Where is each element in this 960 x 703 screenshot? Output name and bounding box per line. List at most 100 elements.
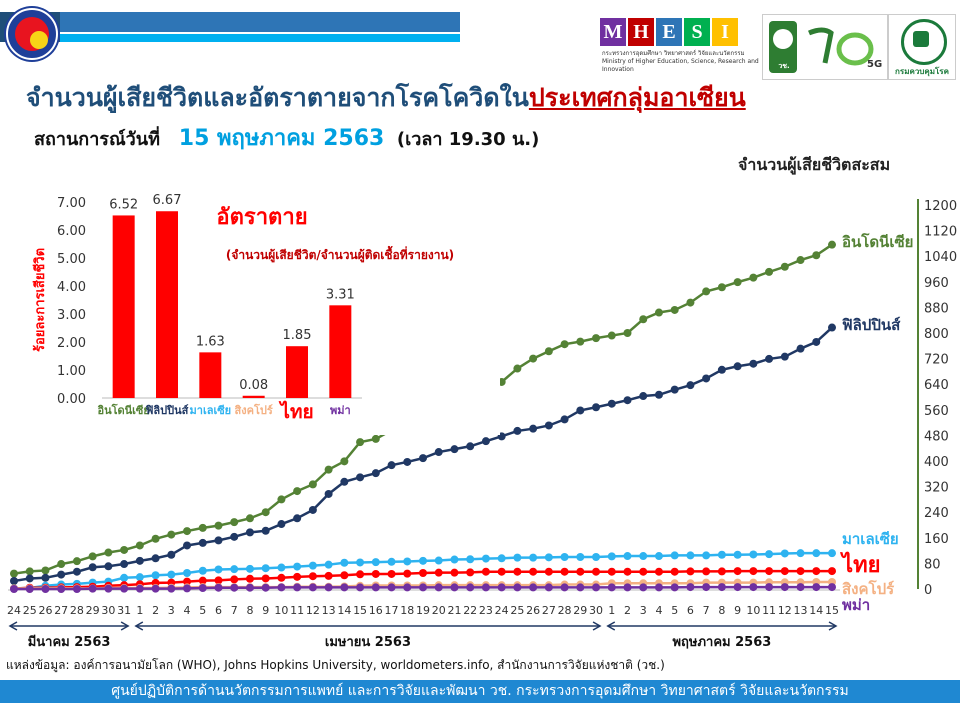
- series-point: [120, 584, 129, 593]
- y-tick-label: 960: [924, 276, 949, 291]
- mhesi-letter: S: [684, 18, 710, 46]
- series-point: [88, 563, 97, 572]
- series-point: [214, 536, 223, 545]
- month-label: พฤษภาคม 2563: [672, 635, 771, 650]
- series-point: [733, 362, 742, 371]
- x-tick-label: 1: [136, 604, 143, 617]
- x-tick-label: 2: [624, 604, 631, 617]
- x-tick-label: 18: [400, 604, 414, 617]
- series-point: [261, 574, 270, 583]
- series-point: [812, 337, 821, 346]
- series-point: [356, 583, 365, 592]
- nrct-logo: วช. NRCT 5G: [762, 14, 888, 80]
- x-tick-label: 27: [54, 604, 68, 617]
- page-title: จำนวนผู้เสียชีวิตและอัตราตายจากโรคโควิดใ…: [26, 78, 746, 118]
- series-point: [371, 558, 380, 567]
- x-tick-label: 24: [7, 604, 21, 617]
- bar: [242, 395, 265, 398]
- series-point: [167, 530, 176, 539]
- bar-y-tick-label: 4.00: [57, 280, 86, 295]
- x-tick-label: 12: [306, 604, 320, 617]
- series-point: [576, 406, 585, 415]
- x-tick-label: 26: [38, 604, 52, 617]
- series-point: [812, 567, 821, 576]
- series-point: [560, 583, 569, 592]
- page-subtitle: สถานการณ์วันที่ 15 พฤษภาคม 2563 (เวลา 19…: [34, 120, 539, 155]
- series-point: [434, 568, 443, 577]
- series-point: [72, 567, 81, 576]
- series-point: [183, 527, 192, 536]
- bar-category-label: อินโดนีเซีย: [97, 403, 150, 417]
- series-point: [308, 583, 317, 592]
- x-tick-label: 11: [762, 604, 776, 617]
- series-point: [25, 567, 34, 576]
- series-point: [104, 584, 113, 593]
- series-point: [592, 334, 601, 343]
- series-point: [765, 354, 774, 363]
- x-tick-label: 30: [589, 604, 603, 617]
- x-tick-label: 5: [671, 604, 678, 617]
- series-point: [639, 392, 648, 401]
- series-point: [654, 390, 663, 399]
- series-point: [607, 567, 616, 576]
- y-tick-label: 800: [924, 327, 949, 342]
- series-point: [277, 495, 286, 504]
- series-point: [120, 545, 129, 554]
- series-point: [293, 514, 302, 523]
- series-point: [780, 583, 789, 592]
- x-tick-label: 16: [369, 604, 383, 617]
- series-point: [686, 551, 695, 560]
- series-point: [104, 562, 113, 571]
- series-point: [717, 583, 726, 592]
- x-tick-label: 4: [184, 604, 191, 617]
- x-tick-label: 8: [246, 604, 253, 617]
- y-tick-label: 320: [924, 481, 949, 496]
- y-tick-label: 0: [924, 583, 932, 598]
- series-point: [230, 518, 239, 527]
- series-label: ไทย: [840, 551, 880, 578]
- series-point: [371, 583, 380, 592]
- series-point: [167, 550, 176, 559]
- series-point: [466, 583, 475, 592]
- series-point: [450, 583, 459, 592]
- series-point: [749, 567, 758, 576]
- month-arrow-left: [134, 621, 144, 631]
- series-point: [120, 560, 129, 569]
- series-point: [529, 424, 538, 433]
- series-point: [277, 520, 286, 529]
- series-point: [544, 583, 553, 592]
- series-point: [654, 552, 663, 561]
- series-point: [135, 556, 144, 565]
- header-bar: [60, 12, 460, 32]
- series-point: [308, 505, 317, 514]
- x-tick-label: 2: [152, 604, 159, 617]
- series-point: [670, 551, 679, 560]
- series-point: [654, 308, 663, 317]
- series-point: [670, 583, 679, 592]
- x-tick-label: 9: [734, 604, 741, 617]
- series-point: [544, 553, 553, 562]
- bar-value-label: 3.31: [326, 287, 355, 302]
- series-point: [245, 528, 254, 537]
- series-point: [387, 557, 396, 566]
- mhesi-letter: I: [712, 18, 738, 46]
- series-point: [419, 454, 427, 463]
- series-point: [340, 571, 349, 580]
- series-point: [403, 583, 412, 592]
- series-point: [639, 583, 648, 592]
- series-point: [198, 523, 207, 532]
- series-point: [670, 305, 679, 314]
- series-point: [151, 554, 160, 563]
- series-point: [214, 521, 223, 530]
- series-point: [639, 315, 648, 324]
- series-point: [702, 551, 711, 560]
- series-point: [654, 567, 663, 576]
- series-point: [356, 558, 365, 567]
- month-label: มีนาคม 2563: [28, 634, 111, 650]
- series-point: [183, 541, 192, 550]
- series-point: [403, 569, 412, 578]
- series-label: ฟิลิปปินส์: [842, 316, 901, 334]
- x-tick-label: 25: [510, 604, 524, 617]
- series-point: [88, 584, 97, 593]
- series-point: [245, 574, 254, 583]
